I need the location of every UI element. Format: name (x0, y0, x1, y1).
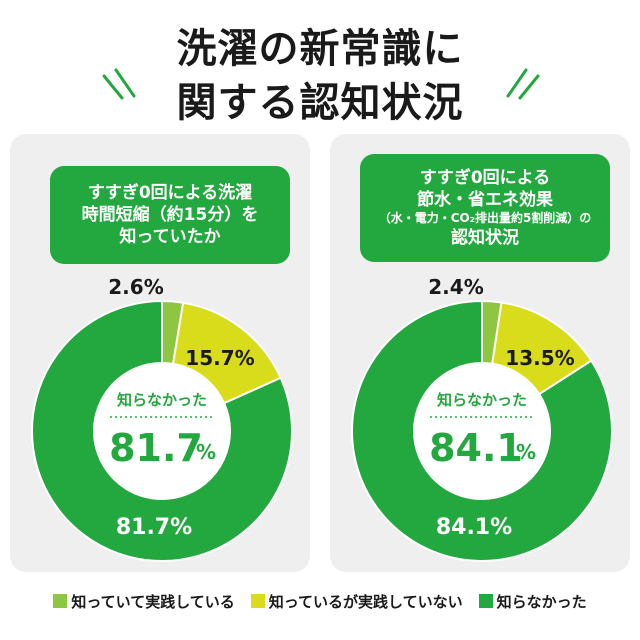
accent-line (114, 68, 136, 98)
accent-line (102, 74, 124, 100)
donut-chart: 2.4% 13.5% 84.1% 知らなかった 84.1% (351, 275, 613, 562)
data-label: 13.5% (505, 346, 574, 370)
data-label: 2.4% (428, 275, 483, 299)
center-value: 81.7 (109, 426, 203, 470)
data-label: 2.6% (108, 275, 163, 299)
question-line: 認知状況 (451, 227, 519, 248)
accent-line (506, 68, 528, 98)
title-line-2: 関する認知状況 (176, 80, 464, 126)
question-line: 知っていたか (119, 227, 221, 248)
center-label: 知らなかった (117, 391, 207, 409)
center-unit: % (196, 440, 216, 464)
data-label: 84.1% (436, 515, 512, 540)
legend-swatch (478, 594, 493, 608)
legend-label: 知っているが実践していない (268, 592, 463, 611)
donut-hole (415, 364, 549, 498)
question-line: 節水・省エネ効果 (417, 190, 553, 211)
legend-swatch (53, 594, 68, 608)
question-box: すすぎ0回による 節水・省エネ効果 （水・電力・CO₂排出量約5割削減）の 認知… (360, 154, 610, 262)
legend: 知っていて実践している 知っているが実践していない 知らなかった (0, 586, 640, 616)
question-box: すすぎ0回による洗濯 時間短縮（約15分）を 知っていたか (50, 166, 290, 264)
legend-label: 知らなかった (496, 592, 587, 611)
panel-eco-effect: すすぎ0回による 節水・省エネ効果 （水・電力・CO₂排出量約5割削減）の 認知… (330, 134, 630, 572)
legend-item: 知っていて実践している (53, 591, 235, 612)
center-unit: % (516, 440, 536, 464)
donut-hole (95, 364, 229, 498)
legend-swatch (250, 594, 265, 608)
question-line: すすぎ0回による (419, 168, 551, 189)
legend-item: 知っているが実践していない (250, 591, 463, 612)
question-line: 時間短縮（約15分）を (81, 204, 259, 225)
legend-item: 知らなかった (478, 591, 587, 612)
panel-time-saving: すすぎ0回による洗濯 時間短縮（約15分）を 知っていたか 2.6% 15.7% 8… (10, 134, 310, 572)
question-line: すすぎ0回による洗濯 (87, 182, 253, 203)
data-label: 81.7% (116, 515, 192, 540)
center-label: 知らなかった (437, 391, 527, 409)
title-decoration (102, 68, 540, 100)
accent-line (518, 74, 540, 100)
title-line-1: 洗濯の新常識に (176, 26, 464, 72)
donut-slice (31, 299, 293, 562)
center-value: 84.1 (429, 426, 523, 470)
donut-chart: 2.6% 15.7% 81.7% 知らなかった 81.7% (31, 275, 293, 562)
data-label: 15.7% (185, 346, 254, 370)
donut-slice (351, 299, 613, 562)
legend-label: 知っていて実践している (71, 592, 235, 611)
question-line: （水・電力・CO₂排出量約5割削減）の (378, 211, 592, 226)
